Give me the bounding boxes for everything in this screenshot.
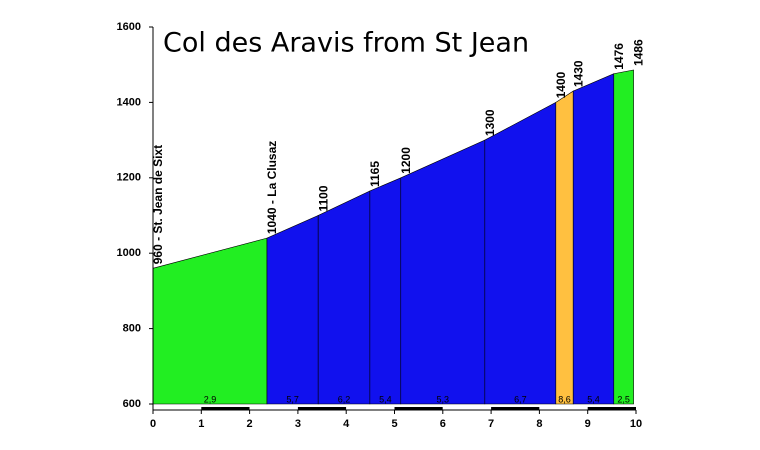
segment bbox=[400, 139, 486, 405]
elevation-label: 1100 bbox=[316, 185, 330, 211]
grade-label: 2,5 bbox=[617, 394, 630, 404]
grade-label: 6,7 bbox=[514, 394, 527, 404]
x-tick-label: 10 bbox=[630, 418, 642, 430]
x-tick-label: 6 bbox=[440, 418, 446, 430]
grade-label: 5,3 bbox=[437, 394, 450, 404]
x-tick-label: 2 bbox=[247, 418, 253, 430]
km-strip bbox=[346, 407, 395, 410]
x-tick-label: 7 bbox=[488, 418, 494, 430]
grade-label: 6,2 bbox=[338, 394, 351, 404]
grade-label: 2,9 bbox=[204, 394, 217, 404]
elevation-label: 1040 - La Clusaz bbox=[265, 141, 279, 234]
elevation-label: 1300 bbox=[483, 109, 497, 136]
segment bbox=[266, 215, 319, 405]
segment bbox=[317, 190, 371, 405]
elevation-label: 1165 bbox=[368, 161, 382, 187]
y-tick-label: 1000 bbox=[117, 247, 141, 259]
km-strip bbox=[394, 407, 443, 410]
km-strip bbox=[491, 407, 540, 410]
segment bbox=[152, 237, 268, 405]
x-tick-label: 4 bbox=[343, 418, 350, 430]
km-strip bbox=[297, 407, 347, 410]
segment bbox=[572, 73, 615, 405]
x-tick-label: 9 bbox=[585, 418, 591, 430]
grade-label: 5,7 bbox=[286, 394, 299, 404]
x-tick-label: 0 bbox=[150, 418, 156, 430]
y-tick-label: 600 bbox=[123, 398, 141, 410]
y-tick-label: 1400 bbox=[117, 96, 141, 108]
segment bbox=[484, 101, 557, 405]
km-strip bbox=[201, 407, 250, 410]
chart-title: Col des Aravis from St Jean bbox=[163, 28, 529, 59]
segment bbox=[555, 90, 574, 405]
grade-label: 8,6 bbox=[558, 394, 571, 404]
grade-label: 5,4 bbox=[587, 394, 600, 404]
x-tick-label: 3 bbox=[295, 418, 301, 430]
km-strip bbox=[587, 407, 636, 410]
y-tick-label: 1200 bbox=[117, 172, 141, 184]
elevation-label: 1200 bbox=[399, 147, 413, 174]
x-tick-label: 5 bbox=[391, 418, 397, 430]
y-tick-label: 800 bbox=[123, 323, 141, 335]
km-strip bbox=[539, 407, 588, 410]
elevation-label: 1430 bbox=[571, 60, 585, 87]
segment bbox=[369, 177, 402, 405]
elevation-label: 1400 bbox=[554, 71, 568, 98]
grade-label: 5,4 bbox=[379, 394, 392, 404]
elevation-label: 1486 bbox=[632, 39, 646, 66]
elevation-label: 960 - St. Jean de Sixt bbox=[151, 145, 165, 264]
x-tick-label: 1 bbox=[198, 418, 204, 430]
km-strip bbox=[249, 407, 298, 410]
x-tick-label: 8 bbox=[536, 418, 542, 430]
elevation-label: 1476 bbox=[612, 43, 626, 70]
y-tick-label: 1600 bbox=[117, 21, 141, 33]
segment bbox=[613, 69, 634, 405]
km-strip bbox=[153, 407, 202, 410]
km-strip bbox=[442, 407, 492, 410]
